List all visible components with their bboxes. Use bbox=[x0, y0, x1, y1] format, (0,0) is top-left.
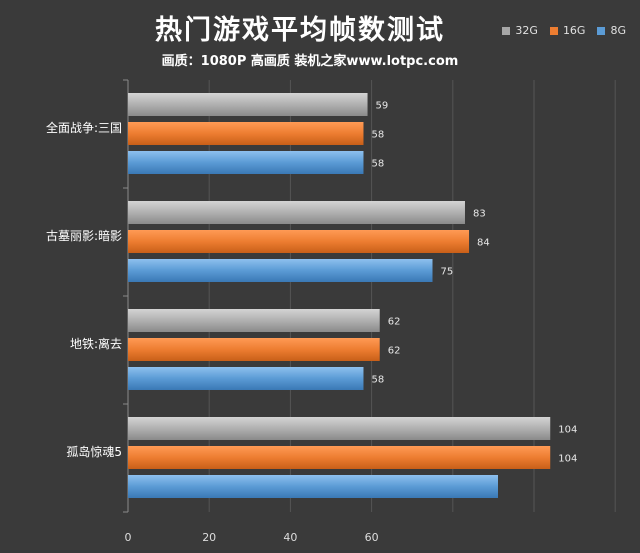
data-label: 104 bbox=[558, 454, 577, 465]
legend-swatch-8g bbox=[597, 26, 606, 35]
data-label: 58 bbox=[371, 375, 384, 386]
x-tick-label: 20 bbox=[202, 531, 216, 544]
chart-title: 热门游戏平均帧数测试 bbox=[155, 15, 445, 46]
bar-32g bbox=[128, 93, 368, 116]
bar-16g bbox=[128, 338, 380, 361]
x-tick-label: 60 bbox=[365, 531, 379, 544]
legend-label-32g: 32G bbox=[515, 24, 538, 37]
category-label: 孤岛惊魂5 bbox=[66, 444, 122, 459]
x-tick-label: 40 bbox=[283, 531, 297, 544]
category-label: 地铁:离去 bbox=[70, 336, 122, 351]
data-label: 83 bbox=[473, 209, 486, 220]
legend-swatch-16g bbox=[549, 26, 558, 35]
legend-item-32g: 32G bbox=[502, 24, 538, 37]
bar-16g bbox=[128, 230, 470, 253]
legend-label-8g: 8G bbox=[610, 24, 626, 37]
bar-32g bbox=[128, 201, 465, 224]
chart-subtitle: 画质：1080P 高画质 装机之家www.lotpc.com bbox=[161, 54, 459, 69]
bar-16g bbox=[128, 122, 364, 145]
bar-8g bbox=[128, 259, 433, 282]
bar-16g bbox=[128, 446, 551, 469]
legend-label-16g: 16G bbox=[562, 24, 586, 37]
legend-item-8g: 8G bbox=[597, 24, 626, 37]
data-label: 104 bbox=[558, 425, 577, 436]
data-label: 75 bbox=[441, 267, 454, 278]
bar-8g bbox=[128, 475, 498, 498]
data-label: 58 bbox=[371, 159, 384, 170]
legend: 32G 16G 8G bbox=[502, 24, 626, 37]
category-label: 古墓丽影:暗影 bbox=[46, 228, 122, 243]
legend-item-16g: 16G bbox=[549, 24, 586, 37]
data-label: 62 bbox=[388, 317, 401, 328]
data-label: 58 bbox=[371, 130, 384, 141]
data-label: 62 bbox=[388, 346, 401, 357]
data-label: 84 bbox=[477, 238, 490, 249]
legend-swatch-32g bbox=[502, 26, 511, 35]
bar-32g bbox=[128, 309, 380, 332]
bar-32g bbox=[128, 417, 551, 440]
category-label: 全面战争:三国 bbox=[46, 120, 122, 135]
x-tick-label: 0 bbox=[125, 531, 132, 544]
data-label: 59 bbox=[376, 101, 389, 112]
bar-8g bbox=[128, 367, 364, 390]
bar-8g bbox=[128, 151, 364, 174]
